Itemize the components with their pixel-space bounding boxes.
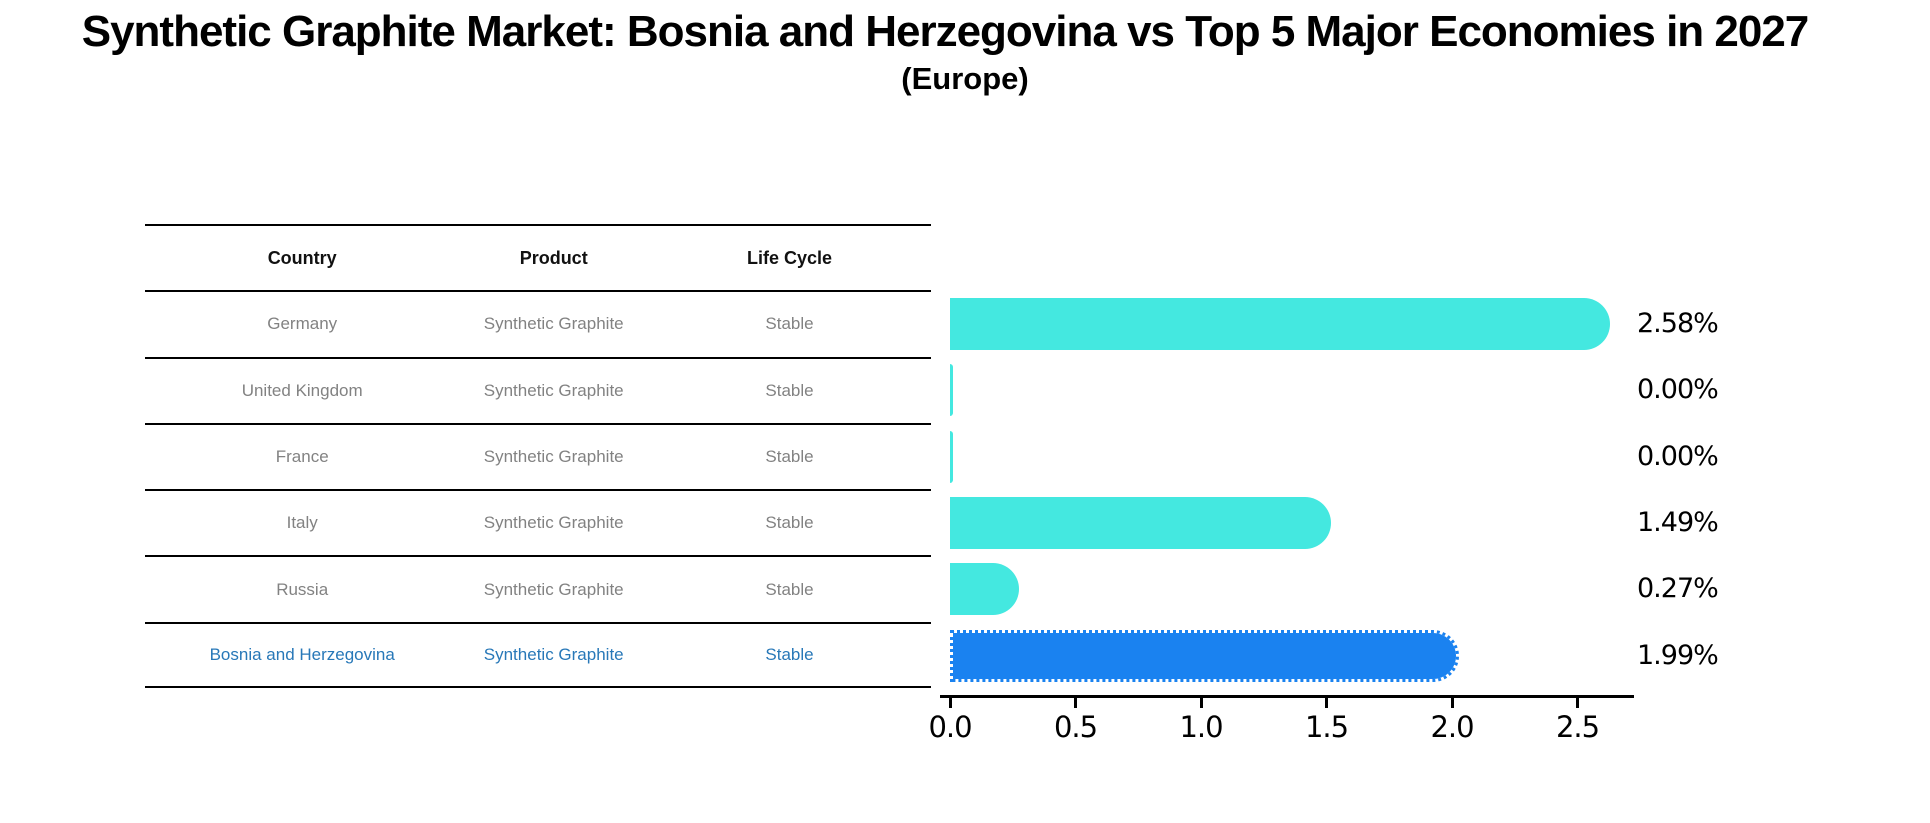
- x-axis-tick-2.5: [1576, 698, 1579, 708]
- cell-product: Synthetic Graphite: [483, 314, 624, 334]
- cell-life-cycle: Stable: [765, 447, 814, 467]
- table-header-row: Country Product Life Cycle: [145, 224, 931, 290]
- bar-france: [950, 430, 953, 483]
- bar-italy: [950, 496, 1332, 549]
- cell-product: Synthetic Graphite: [483, 579, 624, 599]
- table-header-life-cycle: Life Cycle: [746, 247, 833, 268]
- x-axis-tick-1.5: [1325, 698, 1328, 708]
- table-row-germany: Germany Synthetic Graphite Stable: [145, 290, 931, 356]
- cell-country: Russia: [276, 579, 329, 599]
- x-axis-tick-label-2.0: 2.0: [1430, 710, 1474, 744]
- chart-subtitle: (Europe): [901, 61, 1029, 96]
- cell-product: Synthetic Graphite: [483, 513, 624, 533]
- value-label-germany: 2.58%: [1637, 308, 1719, 339]
- cell-country: France: [275, 447, 329, 467]
- cell-product: Synthetic Graphite: [483, 380, 624, 400]
- x-axis-tick-label-0.5: 0.5: [1053, 710, 1098, 744]
- bar-russia: [950, 563, 1020, 616]
- cell-life-cycle: Stable: [765, 314, 814, 334]
- bar-united-kingdom: [950, 364, 953, 417]
- table-header-product: Product: [519, 247, 588, 268]
- cell-life-cycle: Stable: [765, 513, 814, 533]
- table-row-united-kingdom: United Kingdom Synthetic Graphite Stable: [145, 356, 931, 423]
- cell-life-cycle: Stable: [765, 644, 814, 664]
- x-axis-tick-0.5: [1074, 698, 1077, 708]
- cell-life-cycle: Stable: [765, 380, 814, 400]
- table-row-france: France Synthetic Graphite Stable: [145, 422, 931, 489]
- table-row-russia: Russia Synthetic Graphite Stable: [145, 555, 931, 621]
- cell-country: Bosnia and Herzegovina: [209, 644, 395, 664]
- cell-country: Germany: [267, 314, 338, 334]
- x-axis-tick-label-2.5: 2.5: [1555, 710, 1600, 744]
- cell-product: Synthetic Graphite: [483, 447, 624, 467]
- bar-germany: [950, 298, 1611, 350]
- cell-country: Italy: [286, 513, 318, 533]
- country-table: Country Product Life Cycle Germany Synthe…: [145, 224, 931, 689]
- cell-product: Synthetic Graphite: [483, 644, 624, 664]
- x-axis-line: [940, 695, 1634, 698]
- cell-life-cycle: Stable: [765, 579, 814, 599]
- value-label-russia: 0.27%: [1637, 573, 1719, 605]
- x-axis-tick-label-1.5: 1.5: [1304, 710, 1349, 744]
- chart-title: Synthetic Graphite Market: Bosnia and He…: [81, 7, 1810, 56]
- x-axis-tick-1.0: [1199, 698, 1203, 708]
- table-row-italy: Italy Synthetic Graphite Stable: [145, 489, 931, 555]
- table-row-bosnia-and-herzegovina: Bosnia and Herzegovina Synthetic Graphite…: [145, 621, 931, 689]
- value-label-italy: 1.49%: [1637, 506, 1719, 538]
- bar-bosnia-and-herzegovina: [950, 629, 1460, 682]
- cell-country: United Kingdom: [241, 380, 363, 400]
- x-axis-tick-label-1.0: 1.0: [1179, 710, 1223, 744]
- table-header-country: Country: [267, 247, 337, 268]
- x-axis-tick-0.0: [948, 698, 952, 708]
- value-label-france: 0.00%: [1637, 440, 1719, 472]
- x-axis-tick-label-0.0: 0.0: [928, 710, 972, 744]
- value-label-united-kingdom: 0.00%: [1637, 374, 1719, 406]
- x-axis-tick-2.0: [1450, 698, 1454, 708]
- value-label-bosnia-and-herzegovina: 1.99%: [1637, 639, 1719, 671]
